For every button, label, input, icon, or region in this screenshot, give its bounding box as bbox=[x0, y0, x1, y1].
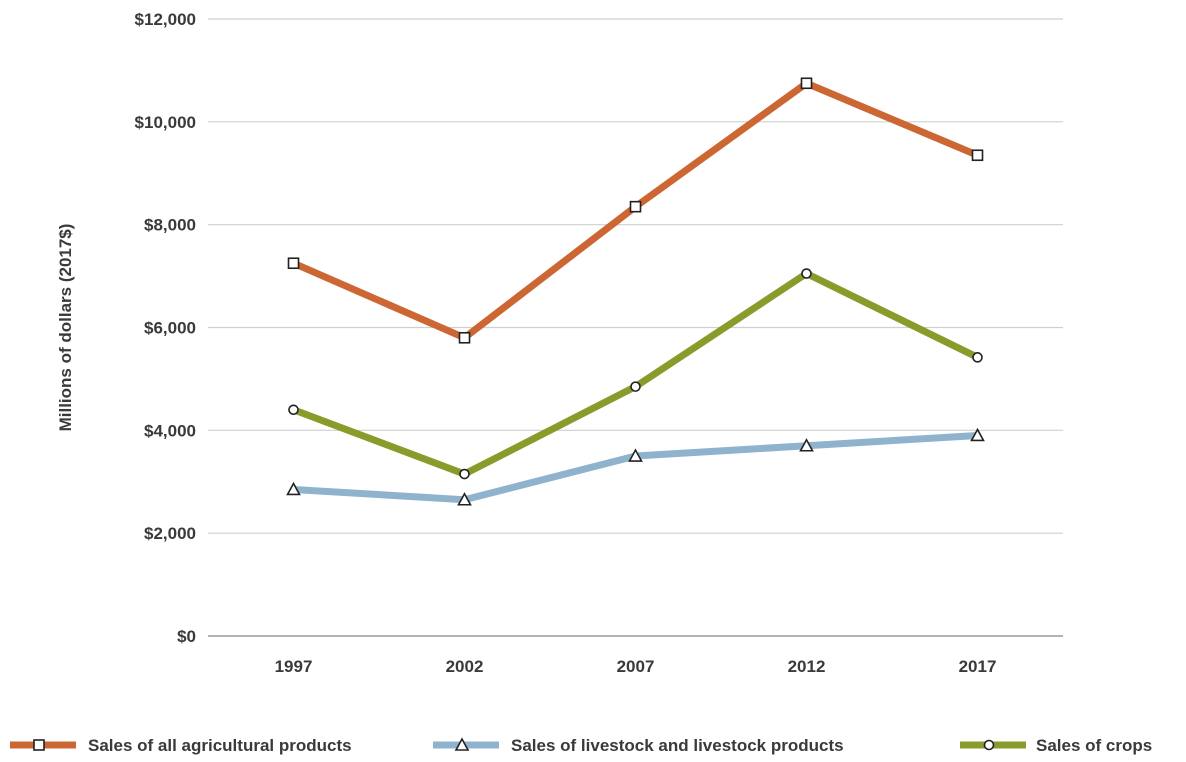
triangle-marker bbox=[970, 427, 985, 442]
circle-marker bbox=[288, 404, 299, 416]
y-tick-label: $12,000 bbox=[135, 10, 196, 29]
series-markers bbox=[286, 77, 985, 506]
circle-marker bbox=[630, 381, 641, 392]
legend-item: Sales of livestock and livestock product… bbox=[433, 736, 844, 755]
triangle-marker bbox=[457, 492, 472, 506]
x-tick-label: 2017 bbox=[959, 657, 997, 676]
triangle-marker bbox=[286, 481, 301, 496]
square-marker bbox=[458, 331, 471, 344]
y-axis-title: Millions of dollars (2017$) bbox=[56, 224, 75, 432]
axes: $0 $2,000 $4,000 $6,000 $8,000 $10,000 $12,000… bbox=[56, 10, 1063, 676]
y-tick-label: $0 bbox=[177, 627, 196, 646]
series-lines bbox=[290, 79, 981, 504]
x-tick-label: 2002 bbox=[446, 657, 484, 676]
legend-item: Sales of crops bbox=[960, 736, 1152, 755]
square-marker bbox=[33, 739, 45, 751]
legend-label: Sales of all agricultural products bbox=[88, 736, 352, 755]
triangle-marker bbox=[799, 438, 814, 452]
legend-label: Sales of livestock and livestock product… bbox=[511, 736, 844, 755]
legend: Sales of all agricultural products Sales … bbox=[10, 736, 1152, 755]
legend-item: Sales of all agricultural products bbox=[10, 736, 352, 755]
x-tick-label: 1997 bbox=[275, 657, 313, 676]
y-tick-label: $6,000 bbox=[144, 319, 196, 338]
triangle-marker bbox=[454, 737, 470, 751]
square-marker bbox=[800, 77, 813, 90]
y-tick-label: $10,000 bbox=[135, 113, 196, 132]
square-marker bbox=[287, 257, 300, 270]
circle-marker bbox=[972, 352, 983, 363]
y-tick-label: $8,000 bbox=[144, 216, 196, 235]
x-tick-label: 2012 bbox=[788, 657, 826, 676]
legend-label: Sales of crops bbox=[1036, 736, 1152, 755]
square-marker bbox=[629, 200, 642, 213]
y-tick-label: $2,000 bbox=[144, 524, 196, 543]
circle-marker bbox=[983, 739, 995, 751]
square-marker bbox=[971, 149, 984, 162]
y-tick-label: $4,000 bbox=[144, 421, 196, 440]
x-tick-label: 2007 bbox=[617, 657, 655, 676]
triangle-marker bbox=[628, 448, 643, 462]
circle-marker bbox=[801, 268, 812, 279]
circle-marker bbox=[459, 468, 470, 480]
